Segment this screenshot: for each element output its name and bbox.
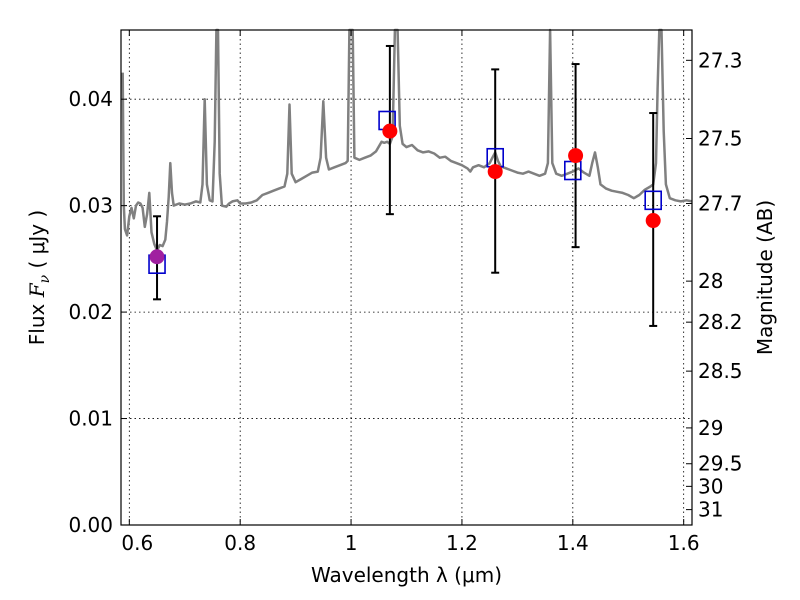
y-axis-label-prefix: Flux: [25, 297, 49, 345]
y-tick-label: 0.04: [68, 87, 113, 111]
y-axis-label-suffix: ( μJy ): [25, 210, 49, 275]
x-tick-label: 1.2: [446, 531, 478, 555]
x-axis-label: Wavelength λ (μm): [311, 563, 502, 587]
y-tick-label: 0.01: [68, 407, 113, 431]
observed-point: [382, 123, 398, 139]
observed-point: [568, 148, 584, 164]
model-spectrum: [121, 28, 693, 252]
observed-photometry-markers: [149, 123, 661, 265]
y-tick-label: 0.03: [68, 194, 113, 218]
y-tick-label: 0.02: [68, 300, 113, 324]
observed-point: [645, 213, 661, 229]
right-tick-label: 28.2: [698, 310, 743, 334]
right-tick-label: 27.3: [698, 48, 743, 72]
grid: [121, 30, 692, 526]
y-axis-label: Flux Fν ( μJy ): [25, 210, 53, 345]
right-tick-label: 28: [698, 269, 723, 293]
y-axis-label-subscript: ν: [37, 274, 53, 283]
x-tick-label: 0.8: [224, 531, 256, 555]
right-tick-label: 28.5: [698, 359, 743, 383]
x-tick-label: 1: [345, 531, 358, 555]
error-bars: [153, 44, 658, 327]
spectrum-line: [121, 28, 693, 252]
observed-point: [149, 249, 165, 265]
right-tick-label: 31: [698, 498, 723, 522]
right-tick-label: 30: [698, 474, 723, 498]
model-photometry-markers: [148, 110, 662, 274]
model-square-marker: [644, 190, 662, 211]
x-tick-label: 0.6: [121, 531, 153, 555]
plot-frame: [120, 29, 693, 526]
y-tick-label: 0.00: [68, 513, 113, 537]
x-tick-label: 1.4: [557, 531, 589, 555]
right-tick-label: 27.5: [698, 126, 743, 150]
x-tick-label: 1.6: [668, 531, 700, 555]
observed-point: [487, 164, 503, 180]
right-tick-label: 27.7: [698, 192, 743, 216]
axis-ticks: 0.8 1 1.2 1.4 1.6 0.6 0.00 0.01 0.02 0.03 0.04 27.3…: [68, 30, 743, 555]
right-axis-label: Magnitude (AB): [753, 200, 777, 355]
y-axis-label-symbol: F: [25, 282, 49, 298]
right-tick-label: 29.5: [698, 452, 743, 476]
right-tick-label: 29: [698, 416, 723, 440]
